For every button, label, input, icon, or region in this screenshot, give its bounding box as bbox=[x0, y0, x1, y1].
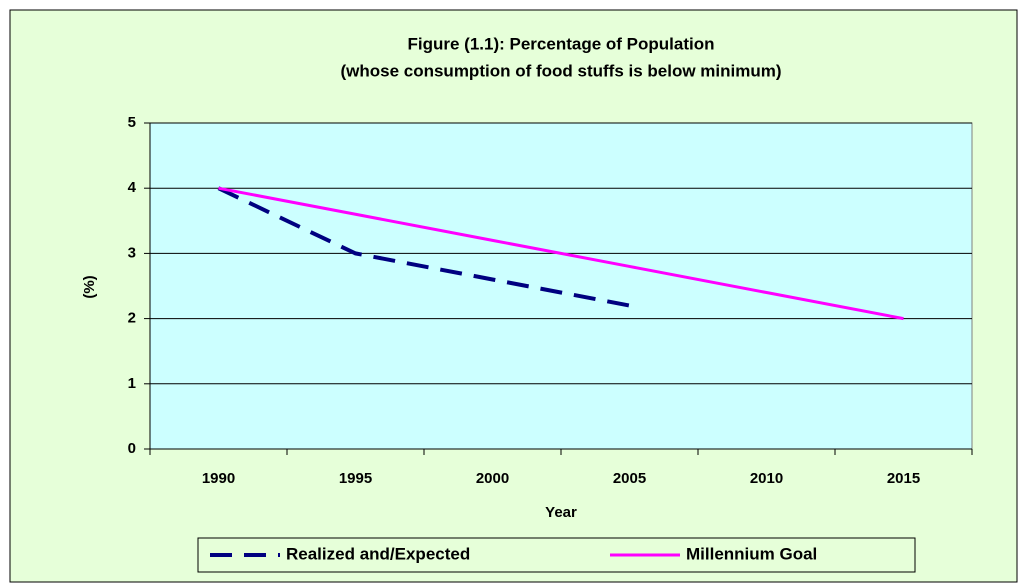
y-tick-label: 2 bbox=[128, 310, 136, 327]
y-tick-label: 3 bbox=[128, 244, 136, 261]
plot-area bbox=[149, 122, 973, 450]
x-tick-label: 2005 bbox=[613, 470, 646, 487]
x-tick-label: 1990 bbox=[202, 470, 235, 487]
chart-subtitle: (whose consumption of food stuffs is bel… bbox=[340, 61, 781, 80]
x-tick-label: 2015 bbox=[887, 470, 920, 487]
y-tick-label: 1 bbox=[128, 375, 136, 392]
legend-label: Realized and/Expected bbox=[286, 544, 470, 563]
line-series bbox=[218, 186, 904, 321]
x-tick-label: 2010 bbox=[750, 470, 783, 487]
x-tick-label: 1995 bbox=[339, 470, 372, 487]
y-tick-label: 0 bbox=[128, 440, 136, 457]
legend bbox=[197, 537, 916, 573]
line-series bbox=[217, 186, 630, 308]
y-tick-label: 5 bbox=[128, 114, 136, 131]
chart-title: Figure (1.1): Percentage of Population bbox=[408, 34, 715, 53]
x-tick-label: 2000 bbox=[476, 470, 509, 487]
y-axis-label: (%) bbox=[81, 275, 98, 298]
legend-label: Millennium Goal bbox=[686, 544, 817, 563]
y-tick-label: 4 bbox=[128, 179, 137, 196]
x-axis-label: Year bbox=[545, 504, 577, 521]
